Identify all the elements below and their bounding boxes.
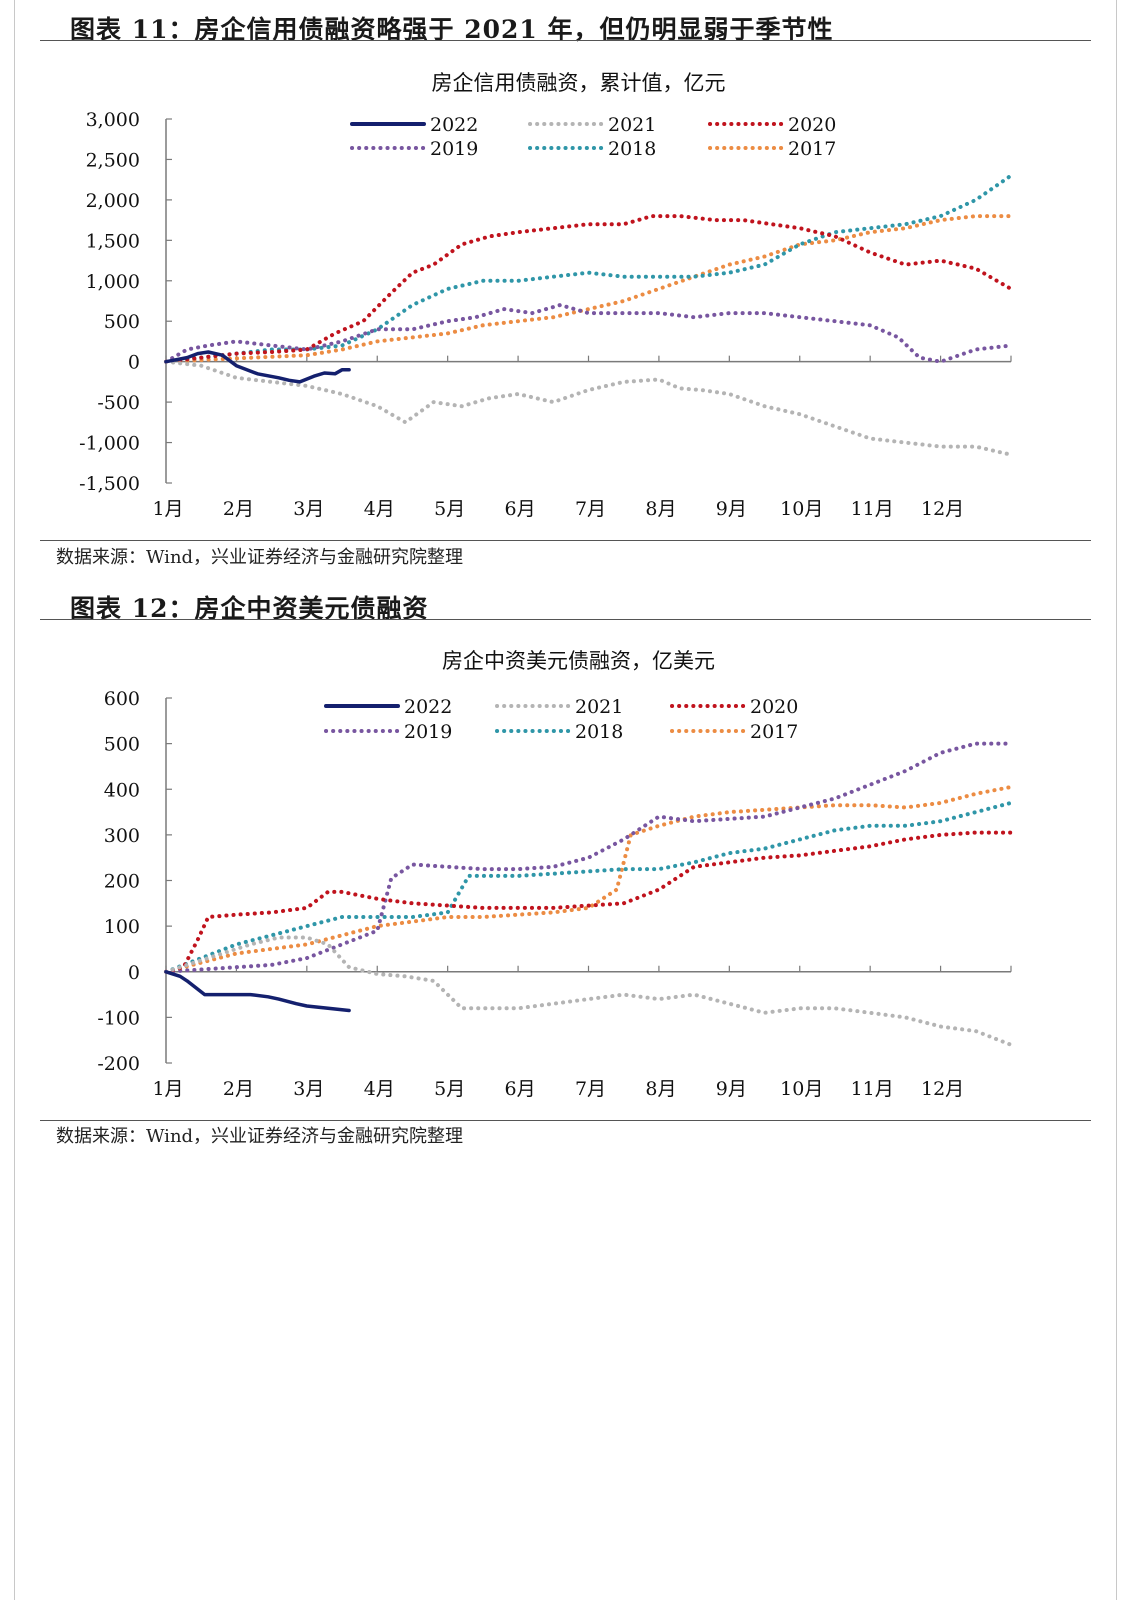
y-tick-label: 0 bbox=[128, 352, 140, 374]
series-line-2021 bbox=[164, 935, 1013, 1047]
figure-11-chart: 房企信用债融资，累计值，亿元 3,000 2,500 2,000 1,500 1,000 5… bbox=[79, 71, 1013, 520]
legend-label-2017: 2017 bbox=[750, 721, 798, 743]
series-line-2022 bbox=[164, 350, 351, 384]
y-tick-label: 400 bbox=[104, 779, 140, 801]
page-border-left bbox=[14, 0, 15, 1600]
figure-12-source: 数据来源：Wind，兴业证券经济与金融研究院整理 bbox=[56, 1126, 464, 1147]
y-tick-label: 300 bbox=[104, 825, 140, 847]
x-tick-label: 3月 bbox=[293, 498, 324, 520]
x-tick-label: 4月 bbox=[364, 1078, 395, 1100]
y-tick-label: 1,000 bbox=[86, 271, 140, 293]
x-tick-label: 11月 bbox=[851, 1078, 894, 1100]
y-tick-label: 500 bbox=[104, 311, 140, 333]
series-line-2022 bbox=[164, 970, 351, 1013]
x-tick-label: 7月 bbox=[575, 1078, 606, 1100]
page-border-right bbox=[1116, 0, 1117, 1600]
x-tick-label: 2月 bbox=[223, 1078, 254, 1100]
y-tick-label: 100 bbox=[104, 916, 140, 938]
series-line-2020 bbox=[164, 830, 1013, 974]
x-tick-label: 6月 bbox=[505, 1078, 536, 1100]
x-tick-label: 8月 bbox=[645, 1078, 676, 1100]
series-line-2020 bbox=[164, 214, 1013, 364]
x-tick-label: 6月 bbox=[505, 498, 536, 520]
x-tick-label: 5月 bbox=[434, 1078, 465, 1100]
y-tick-label: 3,000 bbox=[86, 109, 140, 131]
y-tick-label: 2,000 bbox=[86, 190, 140, 212]
figure-11-top-rule bbox=[40, 40, 1091, 41]
figure-11-source: 数据来源：Wind，兴业证券经济与金融研究院整理 bbox=[56, 547, 464, 568]
x-tick-label: 9月 bbox=[716, 498, 747, 520]
series-line-2019 bbox=[164, 741, 1013, 974]
y-tick-label: 2,500 bbox=[86, 149, 140, 171]
legend-label-2020: 2020 bbox=[750, 696, 798, 718]
y-tick-label: -1,500 bbox=[79, 473, 140, 495]
x-tick-label: 8月 bbox=[645, 498, 676, 520]
figure-11-caption: 图表 11：房企信用债融资略强于 2021 年，但仍明显弱于季节性 bbox=[70, 15, 834, 44]
x-tick-label: 10月 bbox=[780, 498, 823, 520]
y-tick-label: -500 bbox=[97, 392, 140, 414]
legend-label-2022: 2022 bbox=[404, 696, 452, 718]
figure-11-bottom-rule bbox=[40, 540, 1091, 541]
legend-label-2019: 2019 bbox=[404, 721, 452, 743]
legend-label-2019: 2019 bbox=[430, 138, 478, 160]
chart-title: 房企信用债融资，累计值，亿元 bbox=[432, 71, 726, 95]
series-line-2017 bbox=[164, 785, 1013, 974]
legend-label-2018: 2018 bbox=[608, 138, 656, 160]
series-line-2018 bbox=[164, 173, 1013, 364]
x-tick-label: 1月 bbox=[152, 1078, 183, 1100]
x-tick-label: 4月 bbox=[364, 498, 395, 520]
legend-label-2017: 2017 bbox=[788, 138, 836, 160]
figure-12-top-rule bbox=[40, 619, 1091, 620]
y-tick-label: -1,000 bbox=[79, 433, 140, 455]
series-line-2021 bbox=[164, 359, 1013, 457]
chart-title: 房企中资美元债融资，亿美元 bbox=[442, 649, 715, 673]
y-tick-label: 1,500 bbox=[86, 230, 140, 252]
figure-12-bottom-rule bbox=[40, 1120, 1091, 1121]
legend-label-2021: 2021 bbox=[575, 696, 623, 718]
x-tick-label: 12月 bbox=[921, 498, 964, 520]
x-tick-label: 3月 bbox=[293, 1078, 324, 1100]
x-tick-label: 10月 bbox=[780, 1078, 823, 1100]
x-tick-label: 1月 bbox=[152, 498, 183, 520]
x-tick-label: 7月 bbox=[575, 498, 606, 520]
y-tick-label: 200 bbox=[104, 871, 140, 893]
y-tick-label: 500 bbox=[104, 734, 140, 756]
y-tick-label: 600 bbox=[104, 688, 140, 710]
x-tick-label: 11月 bbox=[851, 498, 894, 520]
x-tick-label: 9月 bbox=[716, 1078, 747, 1100]
series-line-2017 bbox=[164, 214, 1013, 364]
legend-label-2018: 2018 bbox=[575, 721, 623, 743]
x-tick-label: 2月 bbox=[223, 498, 254, 520]
legend-label-2021: 2021 bbox=[608, 114, 656, 136]
y-tick-label: 0 bbox=[128, 962, 140, 984]
figure-12-caption: 图表 12：房企中资美元债融资 bbox=[70, 594, 429, 623]
x-tick-label: 12月 bbox=[921, 1078, 964, 1100]
figure-12-chart: 房企中资美元债融资，亿美元 600 500 400 300 200 100 0 -100 -200… bbox=[97, 649, 1013, 1100]
series-line-2018 bbox=[164, 800, 1013, 974]
y-tick-label: -200 bbox=[97, 1053, 140, 1075]
legend-label-2022: 2022 bbox=[430, 114, 478, 136]
y-tick-label: -100 bbox=[97, 1007, 140, 1029]
x-tick-label: 5月 bbox=[434, 498, 465, 520]
legend-label-2020: 2020 bbox=[788, 114, 836, 136]
series-line-2019 bbox=[164, 303, 1013, 364]
